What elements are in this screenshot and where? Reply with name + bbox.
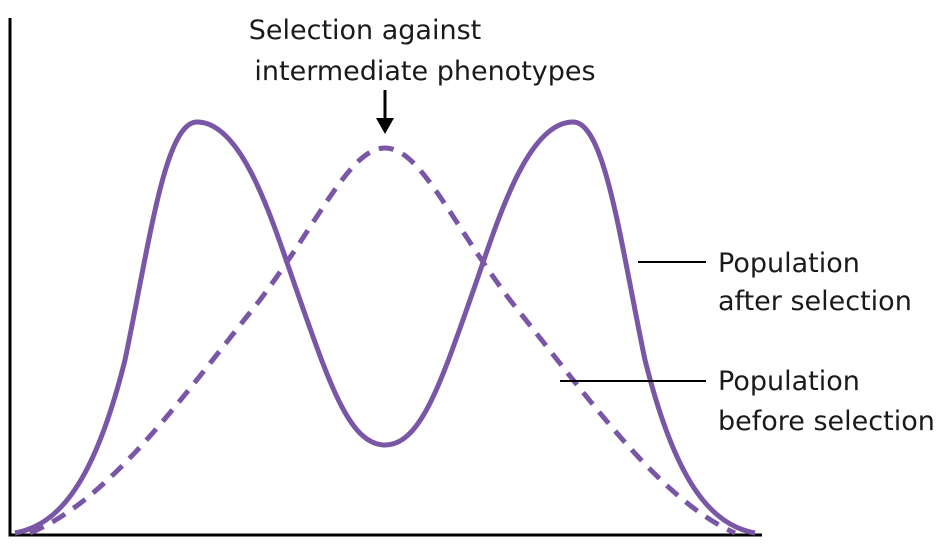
annotation-line-1: Selection against — [249, 15, 482, 46]
label-before-line-2: before selection — [718, 406, 935, 437]
label-after-line-1: Population — [718, 248, 860, 279]
label-before-line-1: Population — [718, 366, 860, 397]
curve-after-selection — [14, 119, 756, 536]
curve-before-selection — [29, 145, 737, 536]
label-after-line-2: after selection — [718, 286, 912, 317]
annotation-line-2: intermediate phenotypes — [254, 56, 595, 87]
arrow-down-icon — [376, 90, 394, 134]
